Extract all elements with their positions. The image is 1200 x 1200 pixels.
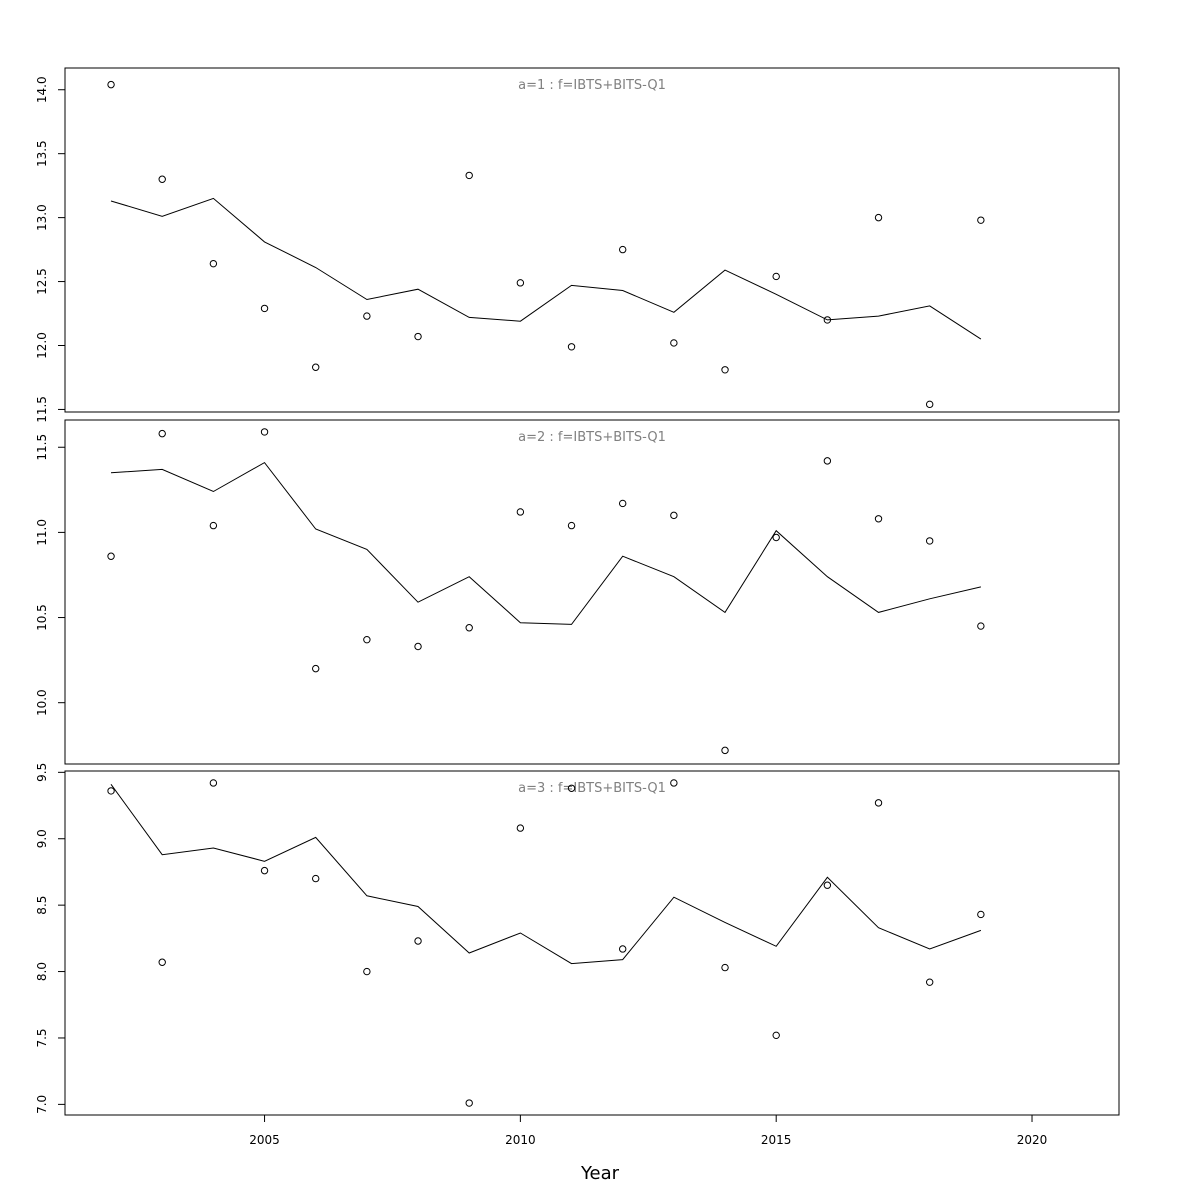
- panel-3-y-tick-label: 7.0: [35, 1095, 49, 1114]
- x-tick-label: 2015: [761, 1133, 792, 1147]
- panel-3-fitted-line: [110, 784, 982, 965]
- panel-2-y-tick-label: 10.5: [35, 604, 49, 631]
- panel-1-y-tick-label: 11.5: [35, 396, 49, 423]
- panel-3-observed-point: [414, 937, 422, 945]
- panel-1-y-tick-label: 13.5: [35, 140, 49, 167]
- panel-1-observed-point: [567, 343, 576, 351]
- panel-2-observed-point: [823, 457, 832, 465]
- panel-3-observed-point: [772, 1031, 780, 1040]
- panel-3-observed-point: [209, 779, 218, 787]
- panel-2-observed-point: [107, 552, 115, 560]
- panel-3-observed-point: [925, 978, 934, 986]
- x-tick-label: 2005: [249, 1133, 280, 1147]
- panel-1-observed-point: [363, 312, 371, 320]
- panel-1-observed-point: [414, 332, 422, 341]
- panel-1-y-tick-label: 12.5: [35, 268, 49, 295]
- panel-1-observed-point: [977, 216, 985, 224]
- panel-2-y-tick-label: 10.0: [35, 689, 49, 716]
- panel-3-observed-point: [465, 1099, 473, 1107]
- panel-1-y-tick-label: 12.0: [35, 332, 49, 359]
- panel-2-observed-point: [312, 664, 320, 673]
- panel-2-observed-point: [414, 642, 422, 651]
- panel-1-observed-point: [772, 272, 780, 281]
- panel-3-observed-point: [260, 866, 269, 875]
- x-axis-label: Year: [580, 1163, 620, 1184]
- panel-3-y-tick-label: 9.5: [35, 763, 49, 782]
- panel-3-observed-point: [977, 910, 985, 919]
- panel-2-observed-point: [925, 537, 934, 545]
- panel-1-title: a=1 : f=IBTS+BITS-Q1: [518, 78, 666, 93]
- panel-2-observed-point: [977, 622, 985, 630]
- panel-3-observed-point: [107, 787, 115, 795]
- panel-3-observed-point: [363, 967, 371, 976]
- panel-1-y-tick-label: 13.0: [35, 204, 49, 231]
- panel-2-observed-point: [209, 521, 218, 530]
- panel-2-observed-point: [874, 515, 883, 523]
- panel-2-observed-point: [465, 624, 473, 632]
- panel-2-observed-point: [516, 508, 525, 516]
- panel-3-observed-point: [567, 784, 576, 792]
- panel-3-observed-point: [516, 824, 525, 832]
- panel-2-observed-point: [721, 746, 729, 755]
- panel-3-y-tick-label: 7.5: [35, 1028, 49, 1047]
- x-tick-label: 2010: [505, 1133, 536, 1147]
- panel-1-observed-point: [516, 279, 525, 287]
- panel-3-observed-point: [618, 945, 627, 953]
- panel-1-observed-point: [158, 175, 166, 183]
- panel-3-observed-point: [874, 799, 883, 807]
- panel-1-fitted-line: [110, 197, 982, 340]
- panel-2-observed-point: [363, 635, 371, 644]
- panel-2-observed-point: [260, 428, 269, 436]
- panel-1-observed-point: [823, 316, 832, 324]
- panel-3-observed-point: [158, 958, 166, 966]
- panel-1-observed-point: [925, 400, 934, 409]
- panel-2-observed-point: [567, 521, 576, 530]
- panel-2-title: a=2 : f=IBTS+BITS-Q1: [518, 430, 666, 445]
- panel-2-y-tick-label: 11.5: [35, 434, 49, 461]
- panel-1-observed-point: [209, 259, 218, 268]
- panel-2-fitted-line: [110, 461, 982, 625]
- panel-3-y-tick-label: 9.0: [35, 829, 49, 848]
- panel-3-observed-point: [721, 963, 729, 972]
- x-tick-label: 2020: [1017, 1133, 1048, 1147]
- panel-1-y-tick-label: 14.0: [35, 76, 49, 103]
- panel-1-observed-point: [260, 304, 269, 313]
- panel-1-observed-point: [618, 245, 627, 254]
- panel-3-y-tick-label: 8.0: [35, 962, 49, 981]
- panel-3-title: a=3 : f=IBTS+BITS-Q1: [518, 781, 666, 796]
- panel-3-observed-point: [823, 881, 832, 889]
- panel-1-observed-point: [721, 366, 729, 374]
- panel-1-observed-point: [465, 171, 473, 180]
- panel-3-observed-point: [670, 779, 678, 787]
- panel-3-observed-point: [312, 874, 320, 883]
- panel-1-observed-point: [670, 339, 678, 347]
- panel-2-observed-point: [772, 533, 780, 542]
- panel-2-y-tick-label: 11.0: [35, 519, 49, 546]
- panel-1-frame: [64, 67, 1120, 413]
- panel-3-y-tick-label: 8.5: [35, 896, 49, 915]
- panel-2-observed-point: [158, 429, 166, 438]
- panel-1-observed-point: [107, 80, 115, 89]
- panel-1-observed-point: [874, 213, 883, 222]
- panel-1-observed-point: [312, 363, 320, 371]
- panel-3-frame: [64, 770, 1120, 1116]
- panel-2-observed-point: [618, 499, 627, 508]
- panel-2-observed-point: [670, 511, 678, 520]
